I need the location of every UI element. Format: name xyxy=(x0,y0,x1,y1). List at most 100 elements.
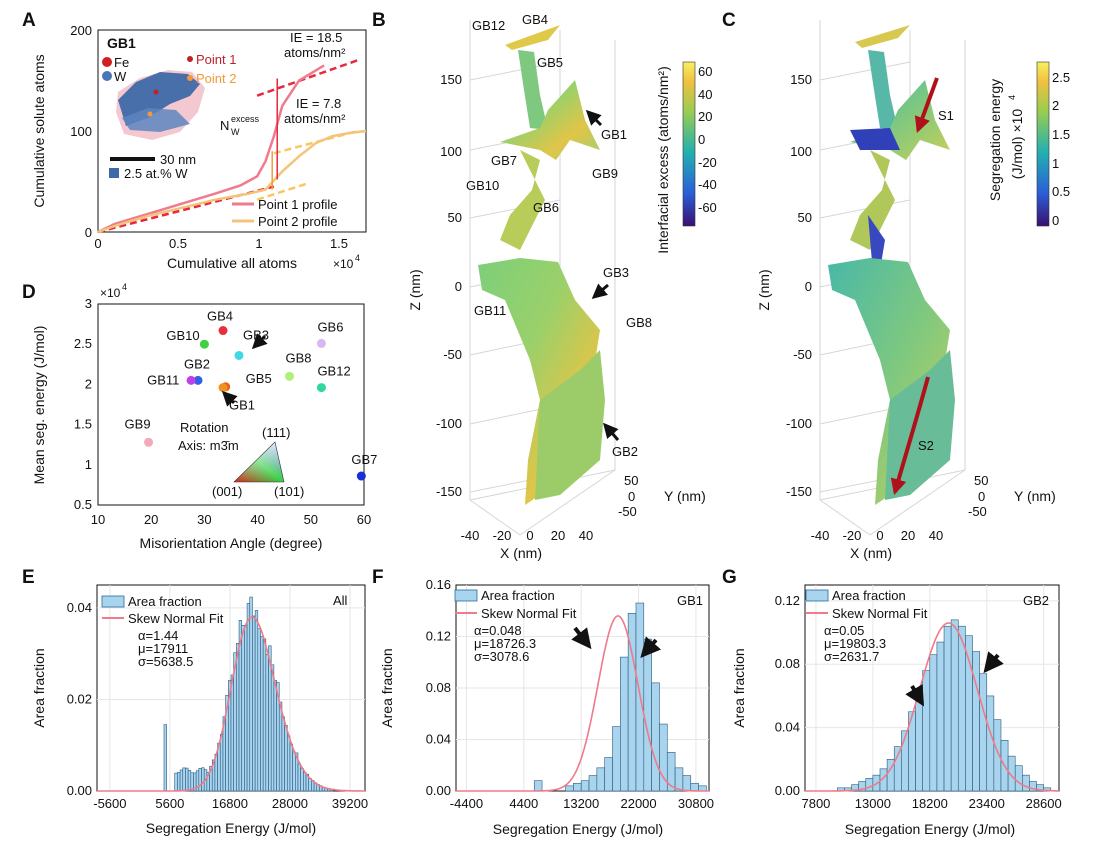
surface-gb10-gb6 xyxy=(500,150,545,250)
e-bar-26 xyxy=(198,768,202,792)
b-gb11: GB11 xyxy=(474,303,506,318)
c-cbar-tick-0: 2.5 xyxy=(1052,70,1070,85)
g-bar-25 xyxy=(1014,765,1023,792)
d-point-label-gb5: GB5 xyxy=(246,371,272,386)
e-bar-46 xyxy=(252,615,256,792)
ipf-111: (111) xyxy=(262,425,290,440)
d-xtick-3: 40 xyxy=(250,512,264,527)
e-bar-42 xyxy=(241,625,245,792)
g-bar-15 xyxy=(943,625,952,792)
f-ytick-2: 0.08 xyxy=(426,680,451,695)
e-bar-40 xyxy=(236,643,240,792)
d-point-gb12 xyxy=(316,383,326,393)
f-bar-8 xyxy=(596,767,605,792)
e-bar-44 xyxy=(246,603,251,792)
g-xtick-0: 7800 xyxy=(801,796,830,811)
g-ytick-3: 0.12 xyxy=(775,593,800,608)
g-ylabel: Area fraction xyxy=(731,648,747,727)
a-xtick-3: 1.5 xyxy=(330,236,348,251)
e-bar-34 xyxy=(219,733,224,792)
f-ytick-0: 0.00 xyxy=(426,783,451,798)
c-colorbar xyxy=(1036,61,1050,227)
f-bar-11 xyxy=(620,656,629,792)
surface-gb2 xyxy=(535,350,605,500)
b-cbar-tick-6: -60 xyxy=(698,200,717,215)
d-point-label-gb4: GB4 xyxy=(207,309,233,324)
d-point-label-gb12: GB12 xyxy=(317,364,350,379)
c-xlabel: X (nm) xyxy=(850,545,892,561)
iso-legend-swatch xyxy=(109,168,119,178)
g-bar-4 xyxy=(865,778,874,792)
b-xtick-0: -40 xyxy=(461,528,480,543)
a-ytick-2: 200 xyxy=(70,23,92,38)
g-bar-19 xyxy=(972,651,980,792)
d-point-label-gb7: GB7 xyxy=(351,452,377,467)
d-xtick-2: 30 xyxy=(197,512,211,527)
b-ztick-4: -50 xyxy=(443,347,462,362)
panel-b-gb-surfaces xyxy=(478,25,605,505)
f-left-arrow xyxy=(571,626,592,650)
g-bar-12 xyxy=(922,670,931,792)
e-ylabel: Area fraction xyxy=(31,648,47,727)
f-bar-20 xyxy=(690,782,699,792)
c-cbar-tick-3: 1 xyxy=(1052,156,1059,171)
f-ytick-1: 0.04 xyxy=(426,732,451,747)
panel-a-plot-area xyxy=(97,59,367,234)
f-xtick-1: 4400 xyxy=(509,796,538,811)
ipf-triangle xyxy=(233,441,285,483)
f-ytick-4: 0.16 xyxy=(426,577,451,592)
c-ztick-3: 0 xyxy=(805,279,812,294)
panel-d: D ×10 4 GB4 GB10 GB3 GB6 GB2 GB11 GB5 GB8 GB12 GB… xyxy=(22,282,377,551)
e-bar-48 xyxy=(257,628,261,792)
b-ytick-2: -50 xyxy=(618,504,637,519)
g-bar-16 xyxy=(950,619,959,792)
panel-a-legend: Point 1 profile Point 2 profile xyxy=(232,197,338,229)
d-point-gb1 xyxy=(218,383,228,393)
b-ylabel: Y (nm) xyxy=(664,488,706,504)
e-bar-53 xyxy=(270,664,275,792)
b-ytick-1: 0 xyxy=(628,489,635,504)
c-surface-gb3 xyxy=(828,258,950,505)
f-xlabel: Segregation Energy (J/mol) xyxy=(493,821,663,837)
a-series-1 xyxy=(97,64,325,234)
c-ytick-2: -50 xyxy=(968,504,987,519)
f-xtick-3: 22000 xyxy=(620,796,656,811)
e-bar-61 xyxy=(292,751,296,792)
f-bar-18 xyxy=(674,767,684,792)
b-gb1-arrow xyxy=(585,109,603,127)
f-bar-0 xyxy=(533,780,543,792)
surface-gb1-gb9 xyxy=(500,80,600,160)
b-gb2-arrow xyxy=(603,422,620,441)
b-ztick-3: 0 xyxy=(455,279,462,294)
c-colorbar-label-line1: Segregation energy xyxy=(987,79,1003,201)
panel-f-plot-area: -4400 4400 13200 22000 30800 0.00 0.04 0.08 0.12… xyxy=(426,577,714,811)
d-point-label-gb6: GB6 xyxy=(317,319,343,334)
f-bar-10 xyxy=(612,726,621,792)
panel-g-plot-area: 7800 13000 18200 23400 28600 0.00 0.04 0.08 0.12 xyxy=(775,585,1062,811)
rotation-axis-label: Axis: m3̄m xyxy=(178,438,239,453)
b-cbar-tick-3: 0 xyxy=(698,132,705,147)
b-cbar-tick-5: -40 xyxy=(698,177,717,192)
d-point-label-gb11: GB11 xyxy=(147,372,179,387)
rotation-label: Rotation xyxy=(180,420,228,435)
a-fit-low-point1 xyxy=(97,185,275,234)
d-ytick-4: 2.5 xyxy=(74,336,92,351)
e-bar-64 xyxy=(300,767,304,792)
b-gb1: GB1 xyxy=(601,127,627,142)
d-gb3-arrow xyxy=(251,333,268,350)
b-ztick-0: 150 xyxy=(440,72,462,87)
g-tag: GB2 xyxy=(1023,593,1049,608)
e-bar-56 xyxy=(278,701,283,792)
e-ytick-2: 0.04 xyxy=(67,600,92,615)
d-point-label-gb8: GB8 xyxy=(286,350,312,365)
d-point-gb9 xyxy=(144,437,154,447)
iso-legend-label: 2.5 at.% W xyxy=(124,166,188,181)
ipf-101: (101) xyxy=(274,484,304,499)
d-point-gb10 xyxy=(199,339,209,349)
panel-g-label: G xyxy=(722,567,737,588)
point2-legend-dot xyxy=(187,75,193,81)
e-ytick-1: 0.02 xyxy=(67,691,92,706)
e-stat-mu: μ=17911 xyxy=(138,641,188,656)
